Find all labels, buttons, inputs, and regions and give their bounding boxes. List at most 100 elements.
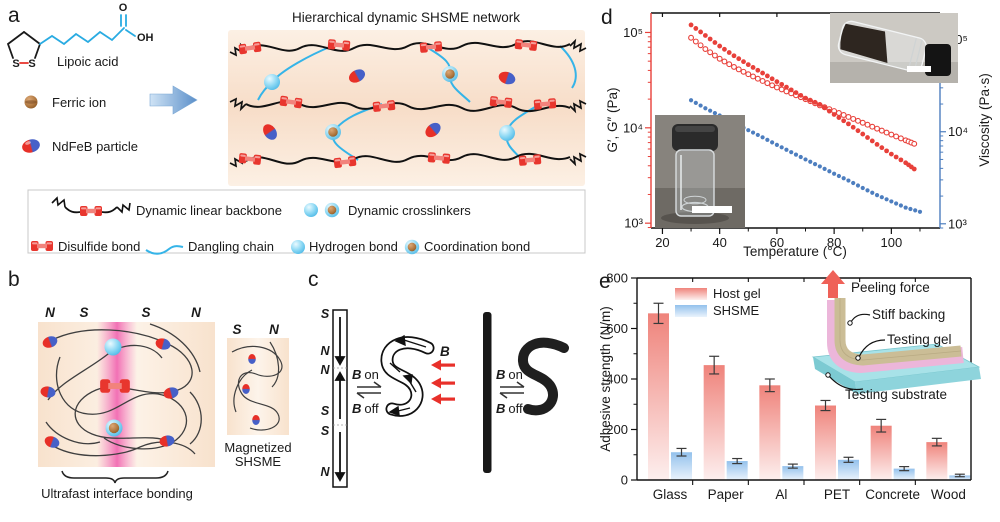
- data-point-Viscosity: [860, 185, 865, 191]
- coordination-bond-icon: [325, 124, 341, 140]
- x-tick-label: 20: [655, 235, 669, 250]
- category-label: Glass: [653, 487, 688, 502]
- data-point-Viscosity: [774, 142, 780, 147]
- legend-disulfide-label: Disulfide bond: [58, 239, 140, 254]
- axes-frame: [636, 277, 972, 481]
- data-point-Viscosity: [779, 145, 784, 150]
- gel-vial-photo: [655, 115, 745, 228]
- bar-Host gel-Glass: [648, 313, 669, 480]
- data-point-G′: [755, 67, 761, 73]
- data-point-G′: [874, 142, 880, 147]
- data-point-G″: [692, 38, 699, 45]
- right-axis-title: Viscosity (Pa·s): [977, 73, 992, 167]
- data-point-G″: [764, 80, 771, 87]
- scale-bar: [907, 66, 931, 72]
- data-point-G″: [750, 73, 757, 80]
- lipoic-acid-structure: [6, 14, 136, 64]
- data-point-Viscosity: [855, 183, 861, 188]
- data-point-G′: [712, 40, 718, 45]
- hydrogen-bond-icon: [499, 125, 515, 141]
- data-point-G″: [869, 123, 876, 130]
- data-point-G″: [702, 46, 709, 52]
- polymer-chains: [45, 323, 202, 457]
- data-point-Viscosity: [703, 106, 708, 111]
- data-point-G″: [850, 115, 857, 122]
- data-point-G′: [698, 29, 703, 35]
- stiff-backing-label: Stiff backing: [872, 307, 945, 322]
- data-point-Viscosity: [784, 147, 789, 152]
- bar-SHSME-Al: [782, 466, 804, 480]
- polymer-chains: [231, 341, 283, 431]
- ferric-ion-icon: [24, 95, 38, 109]
- data-point-G′: [726, 50, 732, 55]
- testing-gel-label: Testing gel: [887, 332, 952, 347]
- y-tick-label: 400: [606, 372, 628, 387]
- data-point-G′: [798, 92, 804, 98]
- magnetization-arrows: [334, 317, 346, 482]
- data-point-G′: [817, 102, 823, 107]
- data-point-G″: [840, 112, 847, 118]
- y-tick-label: 10⁴: [623, 120, 643, 135]
- data-point-G″: [864, 121, 871, 128]
- panel-a: a S S O OH Lipoic acid Ferric ion NdFeB …: [6, 2, 587, 255]
- data-point-Viscosity: [898, 203, 903, 208]
- data-point-Viscosity: [841, 176, 846, 181]
- network-background: [228, 30, 585, 186]
- data-point-G′: [879, 145, 885, 151]
- data-point-G″: [897, 135, 904, 142]
- pole-label-s: S: [141, 305, 150, 320]
- hydroxyl-label: OH: [137, 32, 154, 44]
- pole-label-n: N: [320, 465, 330, 479]
- bar-Host gel-PET: [815, 405, 836, 480]
- data-point-G″: [731, 63, 737, 70]
- category-label: Paper: [708, 487, 745, 502]
- data-point-Viscosity: [688, 98, 694, 103]
- data-point-G″: [874, 125, 880, 132]
- data-point-Viscosity: [884, 197, 889, 202]
- legend-backbone-label: Dynamic linear backbone: [136, 203, 282, 218]
- panel-e-label: e: [599, 270, 611, 293]
- legend-host-gel-label: Host gel: [713, 286, 761, 301]
- data-point-G′: [884, 148, 889, 154]
- category-label: Concrete: [865, 487, 920, 502]
- y-tick-label: 10⁴: [948, 124, 968, 139]
- pole-label-n: N: [320, 363, 330, 377]
- data-point-G′: [911, 166, 917, 172]
- data-point-G″: [716, 55, 723, 62]
- data-point-G′: [855, 128, 861, 134]
- panel-e: e 0 200 400 600 800 Glass Paper Al PET Concrete Wo…: [598, 270, 981, 502]
- panel-a-label: a: [8, 4, 20, 27]
- s-shape-schematic: [380, 334, 435, 417]
- data-point-G′: [722, 46, 727, 52]
- y-tick-label: 600: [606, 321, 628, 336]
- data-point-Viscosity: [808, 159, 813, 164]
- data-point-Viscosity: [903, 205, 908, 210]
- ndfeb-particle-label: NdFeB particle: [52, 139, 138, 154]
- interface-bonding-caption: Ultrafast interface bonding: [41, 486, 193, 501]
- s-shape-photo: [518, 337, 569, 416]
- data-point-G″: [783, 88, 790, 95]
- ndfeb-particles: [40, 336, 179, 448]
- pole-label-s: S: [321, 424, 330, 438]
- adhesion-bar-chart: 0 200 400 600 800 Glass Paper Al PET Concrete Wood: [606, 271, 971, 502]
- data-point-Viscosity: [913, 208, 918, 213]
- legend-backbone-icon: [51, 196, 131, 216]
- magnetized-caption-line1: Magnetized: [224, 440, 291, 455]
- data-point-G″: [697, 42, 704, 49]
- legend-swatch-shsme: [675, 305, 707, 317]
- hydrogen-bond-icon: [304, 203, 318, 217]
- transform-arrow-icon: [149, 85, 198, 115]
- pole-label-s: S: [321, 404, 330, 418]
- y-axis-title: Adhesive strength (N/m): [598, 306, 613, 452]
- x-tick-label: 100: [881, 235, 903, 250]
- x-tick-label: 40: [712, 235, 726, 250]
- pole-label-s: S: [321, 307, 330, 321]
- data-point-G′: [812, 99, 818, 105]
- data-point-G′: [893, 154, 899, 160]
- data-point-Viscosity: [870, 190, 875, 195]
- lipoic-acid-label: Lipoic acid: [57, 54, 118, 69]
- coordination-bond-icon: [324, 202, 340, 218]
